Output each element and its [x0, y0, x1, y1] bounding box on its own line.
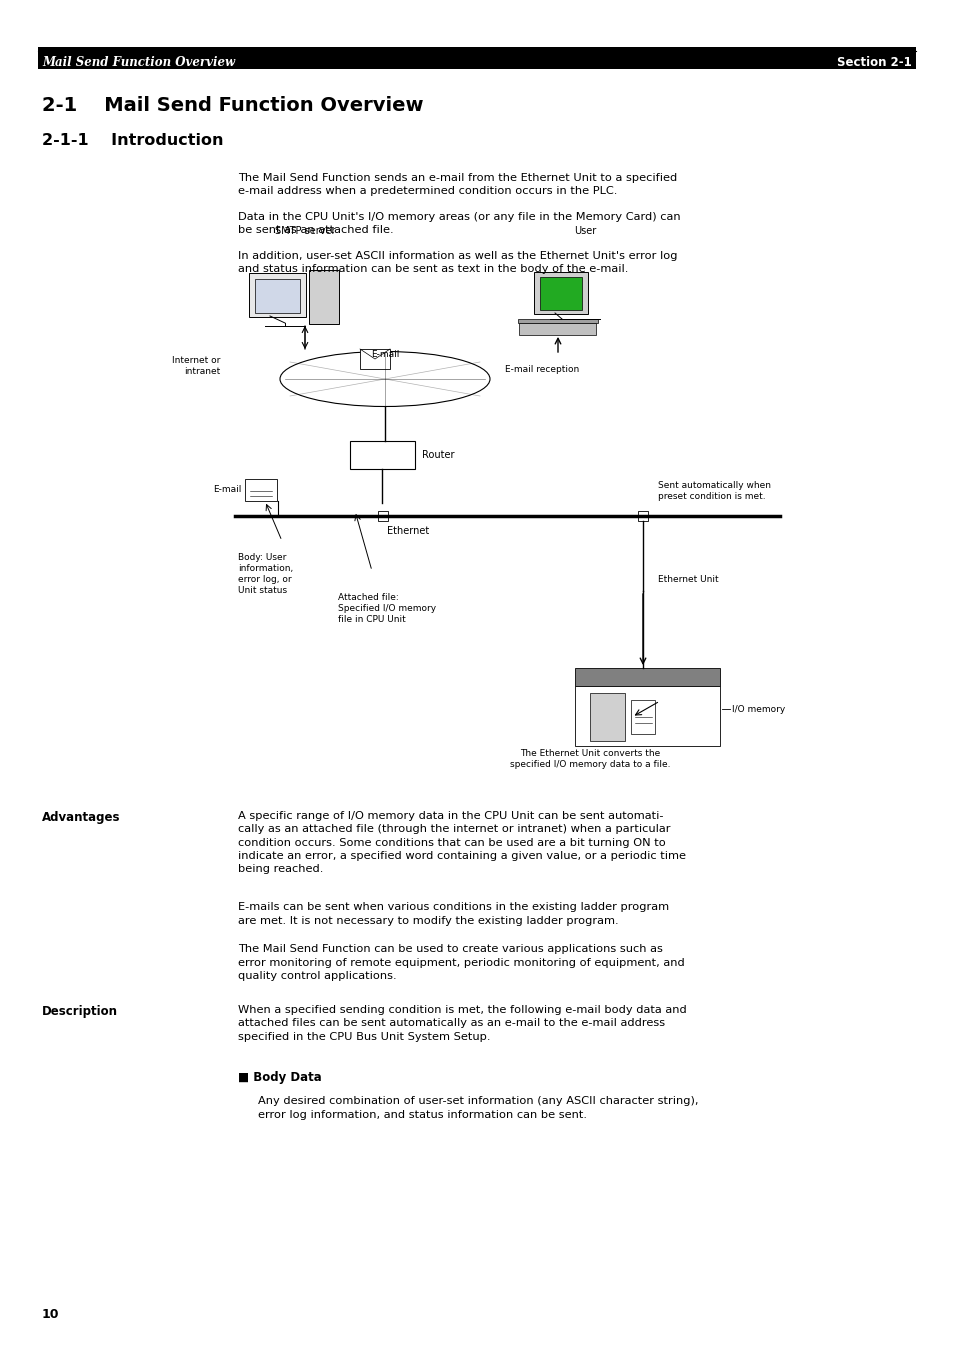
FancyBboxPatch shape [575, 686, 720, 746]
FancyBboxPatch shape [534, 272, 587, 313]
FancyBboxPatch shape [575, 667, 720, 686]
FancyBboxPatch shape [309, 270, 338, 324]
FancyBboxPatch shape [630, 700, 655, 734]
Text: E-mail: E-mail [213, 485, 242, 493]
Text: The Mail Send Function can be used to create various applications such as
error : The Mail Send Function can be used to cr… [237, 944, 684, 981]
Text: E-mail: E-mail [371, 350, 398, 359]
Bar [638, 511, 647, 521]
Text: Router: Router [421, 450, 454, 459]
Text: Attached file:
Specified I/O memory
file in CPU Unit: Attached file: Specified I/O memory file… [337, 593, 436, 624]
FancyBboxPatch shape [245, 480, 276, 501]
Text: ■ Body Data: ■ Body Data [237, 1071, 321, 1085]
Text: E-mail reception: E-mail reception [504, 365, 578, 373]
Text: Data in the CPU Unit's I/O memory areas (or any file in the Memory Card) can
be : Data in the CPU Unit's I/O memory areas … [237, 212, 679, 235]
FancyBboxPatch shape [517, 319, 598, 323]
Text: SMTP server: SMTP server [274, 226, 335, 236]
Text: 2-1-1    Introduction: 2-1-1 Introduction [42, 132, 223, 149]
Text: Ethernet: Ethernet [387, 526, 429, 536]
FancyBboxPatch shape [359, 349, 390, 369]
FancyBboxPatch shape [38, 47, 915, 69]
Ellipse shape [280, 351, 490, 407]
Text: Mail Send Function Overview: Mail Send Function Overview [42, 55, 234, 69]
FancyBboxPatch shape [350, 440, 415, 469]
Text: I/O memory: I/O memory [731, 704, 784, 713]
Text: In addition, user-set ASCII information as well as the Ethernet Unit's error log: In addition, user-set ASCII information … [237, 251, 677, 274]
Text: E-mails can be sent when various conditions in the existing ladder program
are m: E-mails can be sent when various conditi… [237, 902, 668, 925]
FancyBboxPatch shape [249, 273, 306, 317]
Text: Sent automatically when
preset condition is met.: Sent automatically when preset condition… [658, 481, 770, 501]
FancyBboxPatch shape [518, 323, 596, 335]
FancyBboxPatch shape [539, 277, 581, 309]
Text: Advantages: Advantages [42, 811, 120, 824]
Text: The Mail Send Function sends an e-mail from the Ethernet Unit to a specified
e-m: The Mail Send Function sends an e-mail f… [237, 173, 677, 196]
Text: Internet or
intranet: Internet or intranet [172, 355, 220, 376]
Text: The Ethernet Unit converts the
specified I/O memory data to a file.: The Ethernet Unit converts the specified… [509, 748, 670, 769]
Text: 2-1    Mail Send Function Overview: 2-1 Mail Send Function Overview [42, 96, 423, 115]
Bar [377, 511, 388, 521]
FancyBboxPatch shape [589, 693, 624, 740]
Text: A specific range of I/O memory data in the CPU Unit can be sent automati-
cally : A specific range of I/O memory data in t… [237, 811, 685, 874]
FancyBboxPatch shape [254, 280, 299, 313]
Text: Section 2-1: Section 2-1 [837, 55, 911, 69]
Text: When a specified sending condition is met, the following e-mail body data and
at: When a specified sending condition is me… [237, 1005, 686, 1042]
Text: Body: User
information,
error log, or
Unit status: Body: User information, error log, or Un… [237, 553, 293, 596]
Text: Any desired combination of user-set information (any ASCII character string),
er: Any desired combination of user-set info… [257, 1097, 698, 1120]
Text: Ethernet Unit: Ethernet Unit [658, 574, 718, 584]
Text: 10: 10 [42, 1308, 59, 1321]
Text: User: User [574, 226, 596, 236]
Text: Description: Description [42, 1005, 118, 1019]
